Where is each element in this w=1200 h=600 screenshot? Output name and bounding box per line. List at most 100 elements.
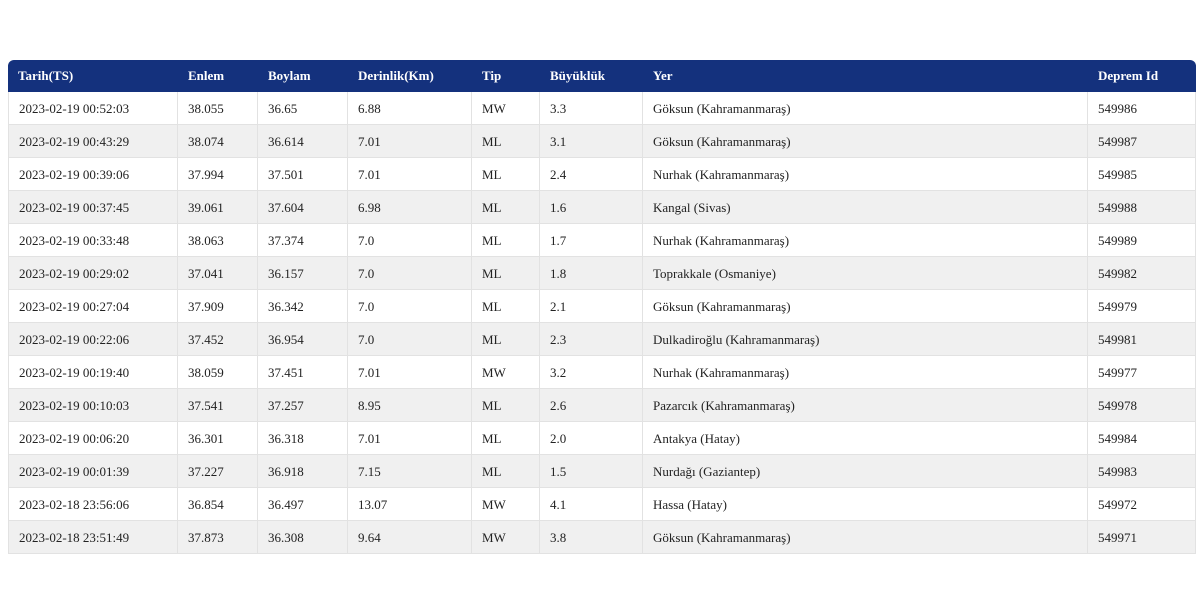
table-row[interactable]: 2023-02-19 00:19:40 38.059 37.451 7.01 MW 3.2… <box>8 356 1196 389</box>
table-cell: Nurhak (Kahramanmaraş) <box>643 356 1088 389</box>
table-cell: 1.8 <box>540 257 643 290</box>
table-row[interactable]: 2023-02-19 00:22:06 37.452 36.954 7.0 ML 2.3 D… <box>8 323 1196 356</box>
table-cell: 2.6 <box>540 389 643 422</box>
table-row[interactable]: 2023-02-19 00:01:39 37.227 36.918 7.15 ML 1.5… <box>8 455 1196 488</box>
table-cell: 37.604 <box>258 191 348 224</box>
table-cell: MW <box>472 521 540 554</box>
table-cell: ML <box>472 224 540 257</box>
table-cell: ML <box>472 422 540 455</box>
table-cell: 2.1 <box>540 290 643 323</box>
table-row[interactable]: 2023-02-19 00:33:48 38.063 37.374 7.0 ML 1.7 N… <box>8 224 1196 257</box>
table-cell: Toprakkale (Osmaniye) <box>643 257 1088 290</box>
table-cell: 549982 <box>1088 257 1196 290</box>
table-row[interactable]: 2023-02-19 00:06:20 36.301 36.318 7.01 ML 2.0… <box>8 422 1196 455</box>
table-cell: 39.061 <box>178 191 258 224</box>
table-row[interactable]: 2023-02-19 00:43:29 38.074 36.614 7.01 ML 3.1… <box>8 125 1196 158</box>
table-cell: 2023-02-19 00:22:06 <box>8 323 178 356</box>
table-cell: 2.4 <box>540 158 643 191</box>
col-header-buyukluk: Büyüklük <box>540 60 643 92</box>
table-cell: 549984 <box>1088 422 1196 455</box>
table-cell: 37.994 <box>178 158 258 191</box>
table-cell: 2023-02-19 00:29:02 <box>8 257 178 290</box>
table-cell: 37.041 <box>178 257 258 290</box>
table-cell: 2023-02-18 23:56:06 <box>8 488 178 521</box>
table-cell: 7.01 <box>348 356 472 389</box>
table-cell: 36.854 <box>178 488 258 521</box>
table-cell: 36.301 <box>178 422 258 455</box>
table-row[interactable]: 2023-02-18 23:51:49 37.873 36.308 9.64 MW 3.8… <box>8 521 1196 554</box>
table-cell: 2023-02-19 00:06:20 <box>8 422 178 455</box>
table-cell: Hassa (Hatay) <box>643 488 1088 521</box>
table-cell: 37.873 <box>178 521 258 554</box>
table-cell: 6.88 <box>348 92 472 125</box>
table-cell: Göksun (Kahramanmaraş) <box>643 521 1088 554</box>
table-cell: Nurdağı (Gaziantep) <box>643 455 1088 488</box>
table-row[interactable]: 2023-02-19 00:27:04 37.909 36.342 7.0 ML 2.1 G… <box>8 290 1196 323</box>
table-cell: 549971 <box>1088 521 1196 554</box>
table-cell: 6.98 <box>348 191 472 224</box>
table-cell: 38.055 <box>178 92 258 125</box>
table-cell: 1.7 <box>540 224 643 257</box>
table-cell: 36.918 <box>258 455 348 488</box>
table-cell: Nurhak (Kahramanmaraş) <box>643 158 1088 191</box>
table-cell: ML <box>472 257 540 290</box>
table-cell: 549983 <box>1088 455 1196 488</box>
col-header-tarih: Tarih(TS) <box>8 60 178 92</box>
table-cell: Göksun (Kahramanmaraş) <box>643 92 1088 125</box>
table-cell: 36.157 <box>258 257 348 290</box>
table-cell: 549977 <box>1088 356 1196 389</box>
table-row[interactable]: 2023-02-19 00:10:03 37.541 37.257 8.95 ML 2.6… <box>8 389 1196 422</box>
table-cell: ML <box>472 323 540 356</box>
table-cell: 38.059 <box>178 356 258 389</box>
table-cell: ML <box>472 455 540 488</box>
table-cell: Göksun (Kahramanmaraş) <box>643 125 1088 158</box>
table-cell: 36.497 <box>258 488 348 521</box>
table-cell: 549972 <box>1088 488 1196 521</box>
table-cell: 1.5 <box>540 455 643 488</box>
table-cell: 2023-02-19 00:43:29 <box>8 125 178 158</box>
col-header-yer: Yer <box>643 60 1088 92</box>
table-row[interactable]: 2023-02-19 00:37:45 39.061 37.604 6.98 ML 1.6… <box>8 191 1196 224</box>
table-cell: 7.0 <box>348 323 472 356</box>
table-cell: 549979 <box>1088 290 1196 323</box>
table-cell: 36.65 <box>258 92 348 125</box>
table-cell: 2023-02-19 00:10:03 <box>8 389 178 422</box>
table-cell: 7.01 <box>348 125 472 158</box>
table-cell: 7.01 <box>348 158 472 191</box>
table-cell: ML <box>472 191 540 224</box>
table-cell: 7.01 <box>348 422 472 455</box>
table-cell: 37.257 <box>258 389 348 422</box>
table-cell: 2023-02-19 00:39:06 <box>8 158 178 191</box>
table-row[interactable]: 2023-02-19 00:39:06 37.994 37.501 7.01 ML 2.4… <box>8 158 1196 191</box>
table-cell: 37.452 <box>178 323 258 356</box>
table-cell: 2023-02-19 00:37:45 <box>8 191 178 224</box>
table-cell: 37.541 <box>178 389 258 422</box>
table-cell: 549978 <box>1088 389 1196 422</box>
table-cell: ML <box>472 389 540 422</box>
table-row[interactable]: 2023-02-19 00:52:03 38.055 36.65 6.88 MW 3.3 G… <box>8 92 1196 125</box>
table-cell: 549981 <box>1088 323 1196 356</box>
table-cell: 3.8 <box>540 521 643 554</box>
table-cell: 549986 <box>1088 92 1196 125</box>
table-cell: 7.0 <box>348 257 472 290</box>
table-cell: 3.2 <box>540 356 643 389</box>
table-row[interactable]: 2023-02-19 00:29:02 37.041 36.157 7.0 ML 1.8 T… <box>8 257 1196 290</box>
table-cell: 36.342 <box>258 290 348 323</box>
table-cell: 3.1 <box>540 125 643 158</box>
table-header: Tarih(TS) Enlem Boylam Derinlik(Km) Tip … <box>8 60 1196 92</box>
table-cell: 8.95 <box>348 389 472 422</box>
table-body: 2023-02-19 00:52:03 38.055 36.65 6.88 MW 3.3 G… <box>8 92 1196 554</box>
table-cell: 38.063 <box>178 224 258 257</box>
table-cell: 7.0 <box>348 290 472 323</box>
table-row[interactable]: 2023-02-18 23:56:06 36.854 36.497 13.07 MW 4.… <box>8 488 1196 521</box>
table-cell: 2023-02-19 00:19:40 <box>8 356 178 389</box>
table-cell: 549987 <box>1088 125 1196 158</box>
table-cell: ML <box>472 125 540 158</box>
table-cell: 549985 <box>1088 158 1196 191</box>
earthquake-table: Tarih(TS) Enlem Boylam Derinlik(Km) Tip … <box>8 60 1196 554</box>
table-cell: Dulkadiroğlu (Kahramanmaraş) <box>643 323 1088 356</box>
table-cell: 37.501 <box>258 158 348 191</box>
table-cell: 38.074 <box>178 125 258 158</box>
table-cell: MW <box>472 92 540 125</box>
col-header-enlem: Enlem <box>178 60 258 92</box>
